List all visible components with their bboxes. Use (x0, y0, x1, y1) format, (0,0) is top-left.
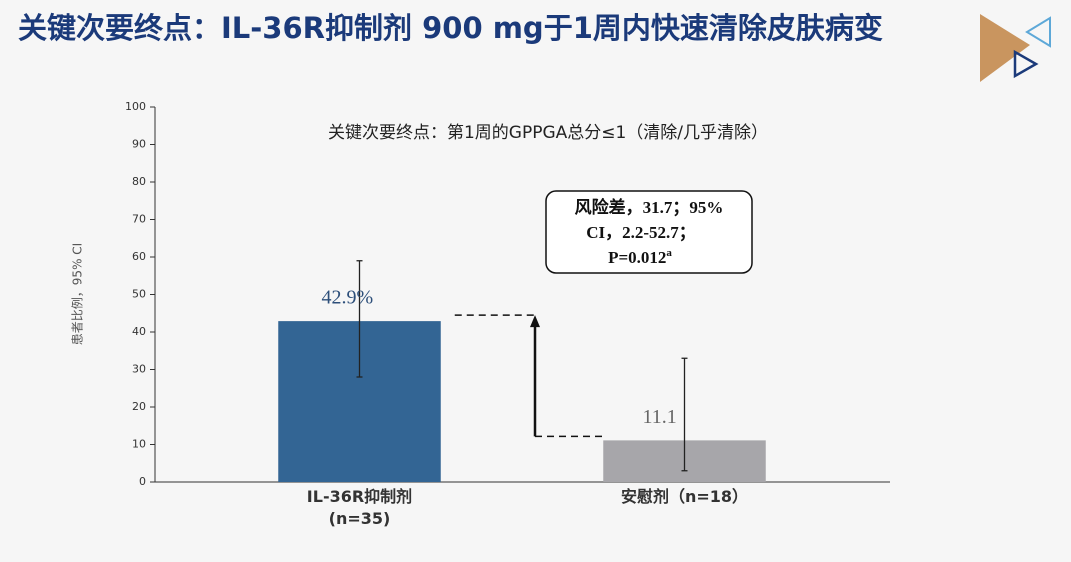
y-tick-label: 0 (139, 475, 146, 488)
value-label: 11.1 (643, 406, 677, 428)
y-tick-label: 70 (132, 213, 146, 226)
y-tick-label: 20 (132, 400, 146, 413)
annotation-box (545, 190, 753, 274)
y-tick-label: 100 (125, 100, 146, 113)
y-tick-label: 50 (132, 288, 146, 301)
y-tick-label: 10 (132, 438, 146, 451)
annotation-line: 风险差，31.7；95% (575, 197, 724, 217)
y-tick-label: 30 (132, 363, 146, 376)
annotation-superscript: a (666, 247, 672, 259)
value-label: 42.9% (322, 287, 374, 309)
arrow-head (530, 315, 540, 328)
y-tick-label: 80 (132, 175, 146, 188)
y-tick-label: 60 (132, 250, 146, 263)
x-tick-label: 安慰剂（n=18） (620, 487, 749, 506)
chart-subtitle: 关键次要终点：第1周的GPPGA总分≤1（清除/几乎清除） (328, 123, 768, 143)
y-axis-label: 患者比例，95% CI (71, 243, 85, 345)
annotation-line: P=0.012a (608, 247, 672, 267)
y-tick-label: 90 (132, 138, 146, 151)
logo (980, 14, 1051, 82)
x-tick-label: IL-36R抑制剂 (n=35) (306, 487, 413, 528)
y-tick-label: 40 (132, 325, 146, 338)
annotation-line: CI，2.2-52.7； (586, 223, 696, 242)
slide-title: 关键次要终点：IL-36R抑制剂 900 mg于1周内快速清除皮肤病变 (18, 11, 883, 45)
